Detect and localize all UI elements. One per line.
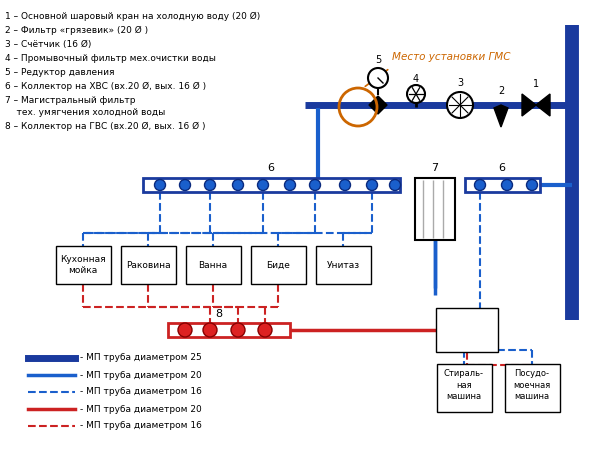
Text: Ванна: Ванна — [199, 261, 227, 270]
Text: 7 – Магистральный фильтр: 7 – Магистральный фильтр — [5, 96, 136, 105]
Text: 5: 5 — [375, 55, 381, 65]
Circle shape — [257, 180, 269, 190]
Circle shape — [527, 180, 538, 190]
FancyBboxPatch shape — [436, 308, 498, 352]
Circle shape — [155, 180, 166, 190]
Text: тех. умягчения холодной воды: тех. умягчения холодной воды — [5, 108, 165, 117]
FancyBboxPatch shape — [56, 246, 111, 284]
Text: (ГВС): (ГВС) — [454, 332, 481, 342]
FancyBboxPatch shape — [186, 246, 241, 284]
Text: Посудо-
моечная
машина: Посудо- моечная машина — [514, 369, 551, 400]
FancyBboxPatch shape — [168, 323, 290, 337]
Text: Биде: Биде — [266, 261, 290, 270]
Text: 6 – Коллектор на ХВС (вх.20 Ø, вых. 16 Ø ): 6 – Коллектор на ХВС (вх.20 Ø, вых. 16 Ø… — [5, 82, 206, 91]
Circle shape — [310, 180, 320, 190]
Circle shape — [178, 323, 192, 337]
Text: 6: 6 — [499, 163, 505, 173]
Text: 2: 2 — [498, 86, 504, 96]
Text: 6: 6 — [268, 163, 275, 173]
Polygon shape — [522, 94, 536, 116]
Text: - МП труба диаметром 16: - МП труба диаметром 16 — [80, 387, 202, 396]
Text: Место установки ГМС: Место установки ГМС — [392, 52, 511, 62]
Circle shape — [407, 85, 425, 103]
Polygon shape — [494, 105, 508, 127]
Text: Котёл: Котёл — [452, 318, 482, 328]
Text: 1 – Основной шаровый кран на холодную воду (20 Ø): 1 – Основной шаровый кран на холодную во… — [5, 12, 260, 21]
Text: - МП труба диаметром 20: - МП труба диаметром 20 — [80, 405, 202, 414]
Circle shape — [284, 180, 296, 190]
FancyBboxPatch shape — [505, 364, 560, 412]
Text: 3: 3 — [457, 78, 463, 88]
FancyBboxPatch shape — [251, 246, 306, 284]
Circle shape — [340, 180, 350, 190]
FancyBboxPatch shape — [415, 178, 455, 240]
Text: - МП труба диаметром 20: - МП труба диаметром 20 — [80, 370, 202, 379]
Circle shape — [389, 180, 401, 190]
Polygon shape — [369, 96, 387, 114]
FancyBboxPatch shape — [465, 178, 540, 192]
Text: 4 – Промывочный фильтр мех.очистки воды: 4 – Промывочный фильтр мех.очистки воды — [5, 54, 216, 63]
Text: Раковина: Раковина — [125, 261, 170, 270]
FancyBboxPatch shape — [121, 246, 176, 284]
Text: 7: 7 — [431, 163, 439, 173]
Text: Кухонная
мойка: Кухонная мойка — [60, 255, 106, 274]
Circle shape — [447, 92, 473, 118]
Circle shape — [231, 323, 245, 337]
Text: 8 – Коллектор на ГВС (вх.20 Ø, вых. 16 Ø ): 8 – Коллектор на ГВС (вх.20 Ø, вых. 16 Ø… — [5, 122, 205, 131]
Text: 5 – Редуктор давления: 5 – Редуктор давления — [5, 68, 115, 77]
Polygon shape — [536, 94, 550, 116]
Text: 2 – Фильтр «грязевик» (20 Ø ): 2 – Фильтр «грязевик» (20 Ø ) — [5, 26, 148, 35]
Circle shape — [367, 180, 377, 190]
Circle shape — [258, 323, 272, 337]
Text: 3 – Счётчик (16 Ø): 3 – Счётчик (16 Ø) — [5, 40, 91, 49]
FancyBboxPatch shape — [437, 364, 492, 412]
Circle shape — [368, 68, 388, 88]
Text: Стираль-
ная
машина: Стираль- ная машина — [444, 369, 484, 400]
Text: 4: 4 — [413, 74, 419, 84]
Circle shape — [502, 180, 512, 190]
Text: 8: 8 — [215, 309, 223, 319]
FancyBboxPatch shape — [143, 178, 400, 192]
Circle shape — [205, 180, 215, 190]
Text: 1: 1 — [533, 79, 539, 89]
Text: Унитаз: Унитаз — [326, 261, 359, 270]
Circle shape — [233, 180, 244, 190]
FancyBboxPatch shape — [316, 246, 371, 284]
Text: - МП труба диаметром 25: - МП труба диаметром 25 — [80, 354, 202, 363]
Circle shape — [475, 180, 485, 190]
Circle shape — [179, 180, 191, 190]
Circle shape — [203, 323, 217, 337]
Text: - МП труба диаметром 16: - МП труба диаметром 16 — [80, 422, 202, 431]
